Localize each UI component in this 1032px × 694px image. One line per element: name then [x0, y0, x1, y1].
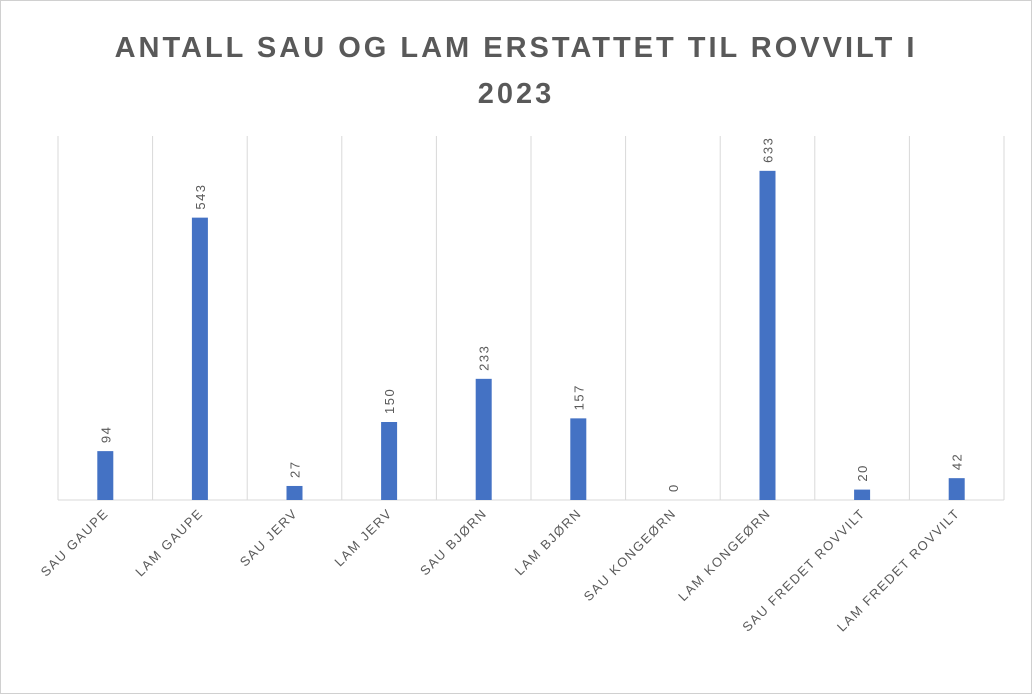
x-tick-label: SAU JERV	[237, 506, 301, 570]
bar	[759, 170, 776, 500]
data-label: 543	[193, 183, 208, 209]
data-label: 0	[666, 483, 681, 492]
bar	[97, 451, 114, 500]
bar	[570, 418, 587, 500]
x-tick-label: LAM BJØRN	[512, 506, 585, 579]
data-label: 233	[477, 345, 492, 371]
bar	[854, 489, 871, 500]
bar	[381, 422, 398, 500]
x-tick-label: LAM KONGEØRN	[675, 506, 773, 604]
x-tick-label: LAM JERV	[331, 506, 395, 570]
bar	[948, 478, 965, 500]
data-label: 157	[571, 384, 586, 410]
data-label: 94	[98, 426, 113, 443]
data-label: 150	[382, 388, 397, 414]
x-tick-label: SAU KONGEØRN	[581, 506, 679, 604]
x-tick-label: SAU BJØRN	[417, 506, 490, 579]
data-label: 20	[855, 464, 870, 481]
chart-title: ANTALL SAU OG LAM ERSTATTET TIL ROVVILT …	[114, 32, 918, 110]
data-label: 42	[950, 453, 965, 470]
data-label: 633	[761, 137, 776, 163]
x-tick-label: SAU GAUPE	[38, 506, 112, 580]
bar	[475, 378, 492, 500]
data-label: 27	[288, 460, 303, 477]
x-tick-label: LAM GAUPE	[132, 506, 206, 580]
bar	[191, 217, 208, 500]
bar	[286, 485, 303, 500]
